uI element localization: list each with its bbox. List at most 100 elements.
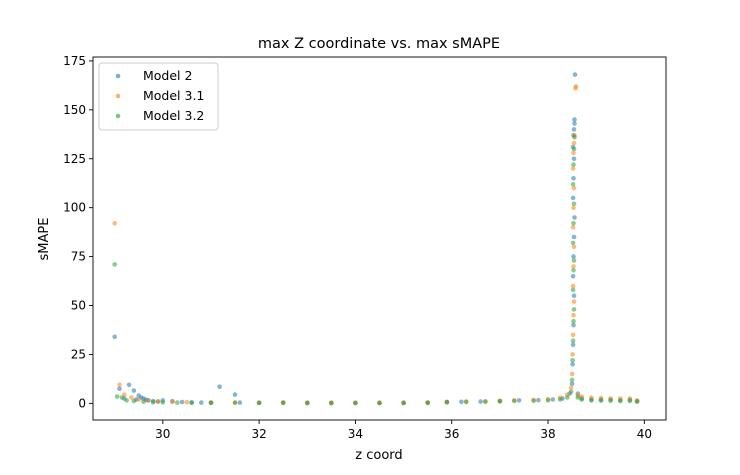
point-model-3-2-49 (608, 398, 613, 404)
x-tick-label-30: 30 (155, 427, 170, 441)
point-model-3-1-38 (571, 205, 576, 210)
data-points (112, 72, 640, 406)
point-model-3-2-37 (571, 258, 577, 263)
point-model-3-2-2 (119, 395, 125, 400)
y-tick-label-100: 100 (63, 201, 86, 215)
point-model-2-32 (478, 399, 483, 404)
point-model-3-1-1 (117, 382, 122, 388)
point-model-3-2-7 (160, 400, 166, 405)
point-model-2-55 (572, 117, 577, 122)
point-model-3-1-7 (170, 399, 175, 405)
y-tick-label-0: 0 (78, 396, 86, 410)
point-model-3-2-44 (572, 134, 577, 140)
plot-frame (92, 56, 667, 421)
point-model-2-48 (570, 195, 576, 201)
point-model-3-2-48 (598, 398, 604, 403)
point-model-3-2-6 (150, 399, 156, 405)
point-model-2-44 (570, 273, 576, 279)
point-model-3-2-34 (571, 307, 577, 312)
point-model-3-2-30 (569, 377, 575, 383)
legend-marker-model-3-2 (115, 113, 121, 119)
legend-marker-model-2 (115, 73, 121, 79)
point-model-3-2-12 (256, 400, 262, 406)
x-tick-label-38: 38 (540, 427, 555, 441)
point-model-3-1-35 (571, 264, 576, 269)
point-model-2-49 (571, 176, 576, 181)
point-model-2-46 (571, 234, 577, 240)
point-model-3-1-40 (570, 166, 576, 171)
point-model-2-43 (571, 293, 577, 299)
point-model-2-56 (572, 72, 578, 77)
point-model-3-1-36 (571, 244, 577, 250)
legend-marker-model-3-1 (115, 93, 121, 99)
x-tick-label-34: 34 (348, 427, 363, 441)
point-model-2-15 (179, 399, 185, 405)
point-model-3-2-22 (483, 399, 488, 405)
y-tick-label-175: 175 (63, 54, 86, 68)
point-model-3-1-42 (571, 140, 577, 146)
point-model-3-2-29 (568, 389, 574, 394)
point-model-3-2-31 (570, 358, 575, 363)
point-model-3-2-35 (570, 287, 576, 293)
point-model-3-2-42 (571, 162, 576, 167)
point-model-2-20 (232, 392, 238, 397)
point-model-3-2-46 (579, 397, 584, 402)
point-model-3-2-18 (401, 400, 406, 406)
point-model-2-54 (572, 121, 577, 126)
y-tick-label-150: 150 (63, 103, 86, 117)
legend-label-model-3-1: Model 3.1 (143, 88, 204, 103)
y-tick-label-75: 75 (71, 250, 86, 264)
point-model-3-1-39 (571, 185, 577, 191)
point-model-2-47 (572, 215, 577, 220)
point-model-3-1-33 (571, 299, 577, 304)
point-model-3-2-4 (131, 398, 137, 404)
point-model-3-2-47 (589, 398, 594, 403)
x-axis-label: z coord (355, 448, 402, 463)
point-model-3-2-40 (571, 201, 577, 207)
point-model-3-2-19 (425, 400, 431, 406)
point-model-3-1-0 (112, 221, 117, 226)
point-model-3-2-45 (575, 395, 581, 400)
point-model-3-2-13 (280, 400, 286, 406)
point-model-3-1-34 (570, 283, 576, 289)
point-model-3-2-24 (512, 398, 517, 404)
x-tick-label-36: 36 (444, 427, 459, 441)
point-model-2-19 (217, 384, 222, 390)
point-model-3-2-41 (570, 181, 576, 187)
point-model-3-2-33 (571, 318, 576, 324)
point-model-3-1-4 (136, 397, 141, 402)
point-model-2-40 (570, 361, 575, 367)
point-model-3-2-39 (571, 221, 576, 226)
point-model-2-42 (571, 322, 576, 328)
y-axis-ticks: 0 25 50 75 100 125 150 175 (63, 54, 93, 410)
point-model-2-41 (570, 342, 576, 348)
point-model-2-45 (571, 254, 576, 259)
point-model-3-2-3 (124, 398, 129, 403)
point-model-2-0 (112, 334, 117, 340)
point-model-2-35 (536, 397, 541, 403)
point-model-3-2-15 (329, 400, 334, 406)
point-model-3-2-16 (353, 400, 358, 406)
point-model-3-1-29 (569, 371, 575, 377)
point-model-3-2-17 (377, 400, 382, 406)
point-model-2-39 (569, 381, 575, 387)
point-model-3-1-30 (570, 352, 575, 357)
legend-label-model-2: Model 2 (143, 68, 192, 83)
y-tick-label-50: 50 (71, 299, 86, 313)
point-model-3-2-52 (634, 399, 640, 405)
y-tick-label-25: 25 (71, 347, 86, 361)
y-tick-label-125: 125 (63, 152, 86, 166)
point-model-3-2-21 (463, 399, 469, 405)
point-model-3-1-45 (573, 84, 579, 89)
point-model-3-1-37 (570, 224, 576, 230)
point-model-3-2-5 (141, 399, 146, 405)
point-model-3-2-51 (627, 398, 633, 404)
legend: Model 2 Model 3.1 Model 3.2 (98, 62, 219, 131)
point-model-2-4 (131, 388, 137, 393)
legend-frame (98, 62, 219, 131)
point-model-3-1-3 (129, 395, 134, 400)
point-model-3-2-28 (565, 395, 570, 400)
point-model-3-2-27 (557, 397, 563, 402)
point-model-3-1-31 (570, 332, 576, 338)
